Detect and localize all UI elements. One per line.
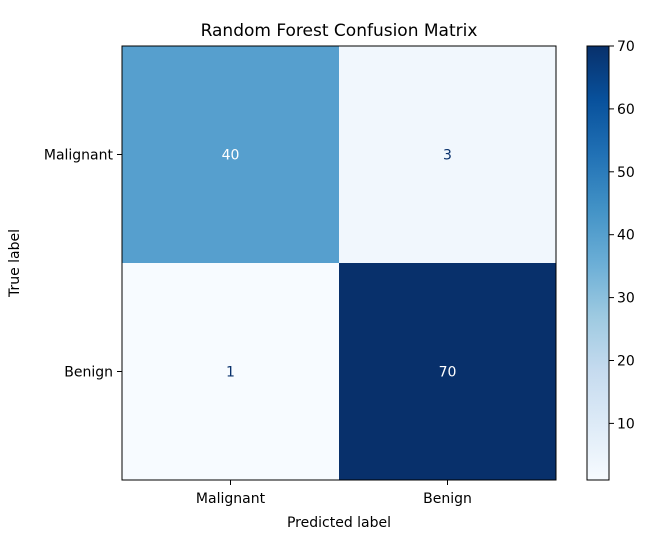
x-tick-label: Malignant xyxy=(196,491,266,507)
colorbar xyxy=(586,45,610,481)
matrix-cell-0-0 xyxy=(122,46,339,263)
cell-value-label: 70 xyxy=(439,365,457,381)
cell-value-label: 1 xyxy=(226,365,235,381)
colorbar-tick-label: 10 xyxy=(617,416,635,432)
cell-value-label: 40 xyxy=(222,148,240,164)
chart-title: Random Forest Confusion Matrix xyxy=(201,21,478,41)
matrix-axis-ticks: Malignant Benign Malignant Benign xyxy=(44,148,472,508)
matrix-frame xyxy=(121,45,557,481)
y-axis-label: True label xyxy=(7,229,23,298)
matrix-cell-0-1 xyxy=(339,46,556,263)
x-tick-label: Benign xyxy=(423,491,472,507)
colorbar-tick-label: 70 xyxy=(617,39,635,55)
colorbar-tick-label: 50 xyxy=(617,165,635,181)
matrix-cell-1-0 xyxy=(122,263,339,480)
x-axis-label: Predicted label xyxy=(287,515,391,531)
matrix-cells: 40 3 1 70 xyxy=(122,46,556,480)
cell-value-label: 3 xyxy=(443,148,452,164)
colorbar-ticks: 10 20 30 40 50 60 70 xyxy=(609,39,635,432)
colorbar-tick-label: 30 xyxy=(617,291,635,307)
y-tick-label: Malignant xyxy=(44,148,114,164)
colorbar-tick-label: 60 xyxy=(617,102,635,118)
y-tick-label: Benign xyxy=(64,365,113,381)
matrix-cell-1-1 xyxy=(339,263,556,480)
colorbar-tick-label: 40 xyxy=(617,228,635,244)
colorbar-tick-label: 20 xyxy=(617,353,635,369)
